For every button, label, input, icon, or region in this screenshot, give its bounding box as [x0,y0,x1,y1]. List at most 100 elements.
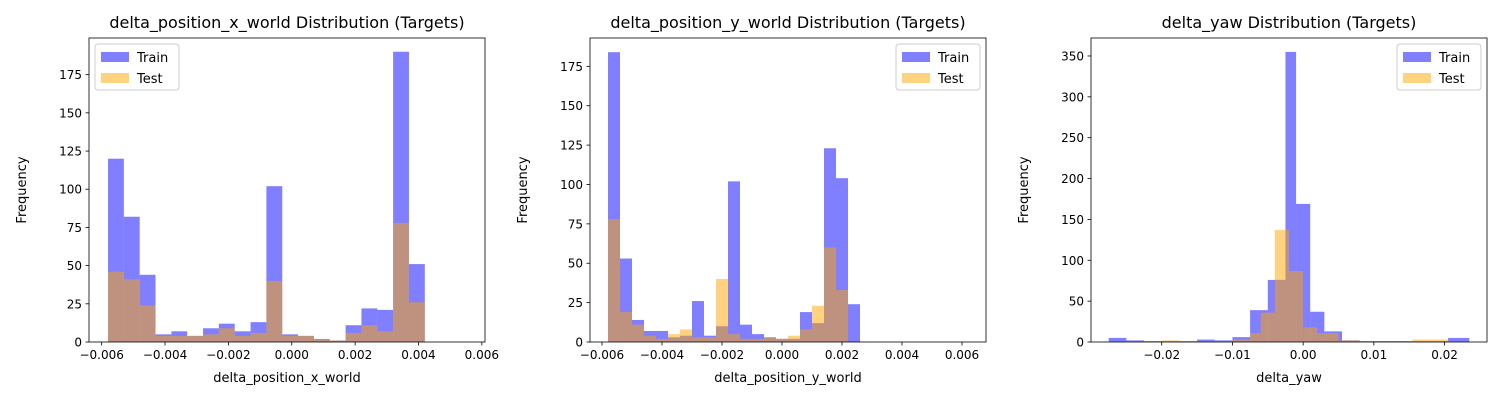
legend-label-train: Train [136,51,168,66]
y-tick-label: 50 [67,259,82,273]
histogram-bar [764,337,776,342]
y-tick-label: 150 [59,106,82,120]
y-tick-label: 0 [1076,336,1084,350]
subplot-2: −0.006 −0.004 −0.002 0.000 0.002 0.004 0.006 0 2… [516,13,987,386]
histogram-bar [608,219,620,342]
histogram-bar [620,312,632,342]
y-tick-label: 0 [74,336,82,350]
histogram-bar [1197,341,1215,342]
y-tick-label: 125 [560,139,583,153]
histogram-bar [171,335,188,342]
histogram-bar [203,334,219,342]
series-train [608,52,860,342]
axes-frame [589,37,987,343]
y-tick-label: 50 [568,257,583,271]
y-tick-label: 175 [59,68,82,82]
histogram-bar [644,335,656,342]
histogram-bar [812,305,824,342]
x-tick-label: 0.006 [465,348,499,362]
histogram-bar [1144,341,1162,342]
histogram-bar [1289,270,1304,342]
x-tick-label: 0.000 [765,348,799,362]
histogram-bar [656,330,668,342]
histogram-bar [408,302,425,342]
legend-swatch-test [1403,73,1431,83]
histogram-bar [1338,340,1360,342]
histogram-bar [848,304,860,342]
legend-swatch-train [1403,52,1431,62]
histogram-bar [632,324,644,342]
histogram-bar [704,337,716,342]
histogram-bar [1448,341,1470,342]
x-tick-label: 0.002 [825,348,859,362]
histogram-bar [187,335,204,342]
series-test [1108,230,1470,342]
histogram-bar [1377,341,1396,342]
x-tick-label: −0.006 [79,348,123,362]
histogram-bar [313,338,330,342]
legend-label-train: Train [1438,51,1470,66]
legend-label-train: Train [937,51,969,66]
x-axis-label: delta_yaw [1256,371,1322,386]
legend: Train Test [94,43,180,91]
y-axis-label: Frequency [15,156,30,223]
legend-label-test: Test [136,72,163,87]
histogram-bar [800,329,812,342]
histogram-bar [1260,312,1275,342]
legend-label-test: Test [1438,72,1465,87]
histogram-bar [788,335,800,342]
x-tick-label: 0.00 [1290,348,1317,362]
histogram-bar [1395,341,1413,342]
x-tick-label: −0.002 [206,348,250,362]
histogram-bar [266,280,283,342]
x-tick-label: 0.002 [338,348,372,362]
histogram-bar [668,334,680,342]
histogram-bar [1274,230,1289,342]
x-tick-label: −0.01 [1214,348,1251,362]
histogram-bar [393,222,409,342]
histogram-bar [1359,341,1378,342]
histogram-bar [752,334,764,342]
x-tick-label: 0.02 [1431,348,1458,362]
histogram-bar [1126,341,1145,342]
histogram-bar [692,301,704,342]
histogram-bar [1430,339,1449,342]
histogram-bar [1108,337,1127,342]
histogram-bar [1197,339,1215,342]
y-tick-label: 25 [568,296,583,310]
y-tick-label: 300 [1061,90,1084,104]
histogram-bar [1161,340,1180,342]
y-tick-label: 175 [560,60,583,74]
legend-swatch-train [101,52,129,62]
legend-swatch-test [902,73,930,83]
histogram-bar [740,324,752,342]
y-tick-label: 0 [575,336,583,350]
histogram-bar [123,279,140,342]
series-test [108,222,425,342]
histogram-bar [234,335,251,342]
chart-title: delta_position_y_world Distribution (Tar… [610,13,965,33]
histogram-bar [824,247,836,342]
subplot-3: −0.02 −0.01 0.00 0.01 0.02 0 50 100 150 200 250 300… [1017,13,1488,386]
y-tick-label: 75 [568,217,583,231]
axes-frame [1090,37,1488,343]
y-axis-label: Frequency [516,156,531,223]
x-axis-label: delta_position_y_world [714,371,861,386]
y-tick-label: 150 [560,99,583,113]
histogram-bar [1285,51,1297,343]
y-tick-label: 100 [1061,254,1084,268]
histogram-bar [716,278,728,342]
legend-label-test: Test [937,72,964,87]
histogram-bar [108,271,124,342]
y-tick-label: 200 [1061,172,1084,186]
x-tick-label: 0.006 [945,348,979,362]
histogram-bar [1448,337,1470,342]
histogram-bar [1250,333,1261,342]
histogram-bar [139,305,156,342]
histogram-bar [1214,341,1233,342]
legend: Train Test [1396,43,1482,91]
y-tick-label: 125 [59,145,82,159]
x-axis-label: delta_position_x_world [213,371,360,386]
y-axis-label: Frequency [1017,156,1032,223]
